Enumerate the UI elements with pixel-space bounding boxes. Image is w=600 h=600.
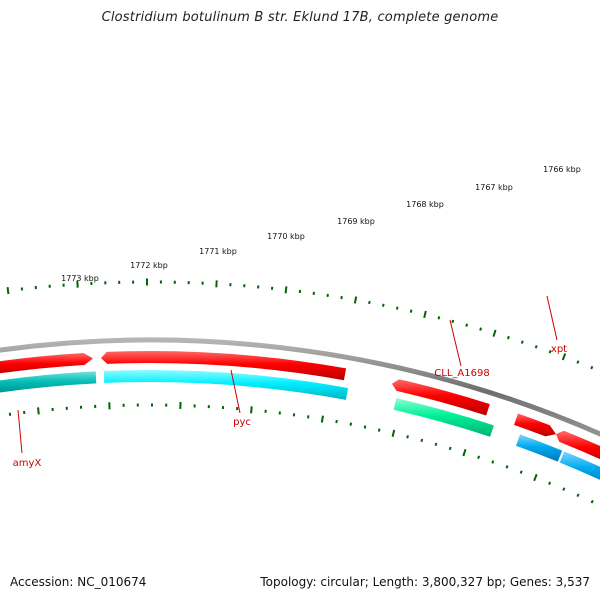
backbone-arc bbox=[0, 337, 600, 437]
outer-tick-mark bbox=[423, 310, 427, 319]
cds-arrow bbox=[514, 413, 556, 437]
gene-labels: amyX pyc CLL_A1698 xpt bbox=[13, 295, 567, 469]
gene-leader-line bbox=[17, 409, 23, 454]
outer-scale-ticks bbox=[6, 278, 594, 370]
gene-leader-line bbox=[449, 319, 462, 367]
gene-leader-line bbox=[230, 369, 241, 414]
inner-tick-mark bbox=[37, 407, 40, 415]
genome-backbone bbox=[0, 337, 600, 437]
inner-tick-mark bbox=[391, 429, 396, 437]
inner-tick-mark bbox=[562, 487, 566, 491]
inner-tick-mark bbox=[349, 422, 353, 426]
gene-band-cll-a1698 bbox=[393, 398, 494, 437]
inner-tick-mark bbox=[406, 435, 409, 439]
outer-tick-mark bbox=[520, 340, 524, 344]
scale-label: 1771 kbp bbox=[199, 247, 237, 256]
inner-tick-mark bbox=[363, 425, 367, 429]
inner-tick-mark bbox=[377, 428, 381, 432]
outer-tick-mark bbox=[6, 286, 10, 295]
outer-tick-mark bbox=[284, 286, 288, 294]
inner-tick-mark bbox=[505, 465, 509, 469]
cds-arrow bbox=[101, 351, 347, 381]
cds-arrow bbox=[0, 352, 93, 374]
outer-tick-mark bbox=[534, 345, 538, 349]
map-title: Clostridium botulinum B str. Eklund 17B,… bbox=[101, 10, 499, 25]
inner-tick-mark bbox=[420, 438, 424, 443]
scale-label: 1768 kbp bbox=[406, 200, 444, 209]
inner-tick-mark bbox=[533, 473, 538, 482]
outer-tick-mark bbox=[368, 300, 371, 305]
inner-tick-mark bbox=[590, 499, 594, 504]
scale-label: 1769 kbp bbox=[337, 217, 375, 226]
inner-tick-mark bbox=[448, 446, 452, 451]
outer-tick-mark bbox=[395, 306, 399, 310]
gene-band-xpt-cont bbox=[559, 451, 600, 480]
inner-tick-mark bbox=[519, 470, 523, 474]
gene-features bbox=[0, 351, 600, 480]
inner-tick-mark bbox=[462, 449, 467, 457]
outer-tick-mark bbox=[561, 353, 567, 361]
outer-tick-mark bbox=[437, 316, 441, 320]
inner-tick-mark bbox=[477, 455, 481, 459]
inner-tick-mark bbox=[250, 406, 253, 414]
outer-tick-mark bbox=[353, 296, 358, 304]
outer-tick-mark bbox=[492, 329, 497, 337]
scale-label: 1772 kbp bbox=[130, 261, 168, 270]
outer-tick-mark bbox=[506, 335, 510, 340]
scale-label: 1773 kbp bbox=[61, 274, 99, 283]
inner-tick-mark bbox=[320, 415, 324, 423]
inner-tick-mark bbox=[491, 460, 495, 464]
scale-label: 1770 kbp bbox=[267, 232, 305, 241]
gene-label: pyc bbox=[233, 417, 251, 428]
inner-tick-mark bbox=[548, 481, 552, 485]
inner-tick-mark bbox=[576, 493, 580, 498]
outer-tick-mark bbox=[382, 303, 385, 307]
scale-label: 1767 kbp bbox=[475, 183, 513, 192]
gene-label: CLL_A1698 bbox=[434, 368, 489, 379]
outer-tick-mark bbox=[409, 309, 413, 313]
inner-scale-ticks bbox=[8, 401, 594, 504]
gene-label: amyX bbox=[13, 458, 42, 469]
scale-label: 1766 kbp bbox=[543, 165, 581, 174]
outer-tick-mark bbox=[451, 319, 455, 324]
outer-tick-mark bbox=[576, 360, 580, 364]
gene-leader-line bbox=[546, 295, 558, 341]
gene-band-pyc bbox=[103, 369, 349, 400]
outer-tick-mark bbox=[548, 349, 552, 354]
gene-band-xpt bbox=[515, 434, 563, 462]
gene-band-amyX bbox=[0, 371, 97, 393]
scale-labels: 1766 kbp 1767 kbp 1768 kbp 1769 kbp 1770 kbp… bbox=[61, 165, 581, 283]
cds-arrow bbox=[556, 430, 600, 460]
inner-tick-mark bbox=[434, 442, 438, 447]
outer-tick-mark bbox=[590, 365, 594, 370]
gene-label: xpt bbox=[551, 344, 567, 355]
inner-tick-mark bbox=[335, 419, 338, 424]
accession-text: Accession: NC_010674 bbox=[10, 575, 147, 589]
outer-tick-mark bbox=[479, 327, 482, 331]
outer-tick-mark bbox=[465, 323, 469, 327]
cds-arrow bbox=[392, 379, 490, 416]
genome-summary-text: Topology: circular; Length: 3,800,327 bp… bbox=[260, 575, 590, 589]
